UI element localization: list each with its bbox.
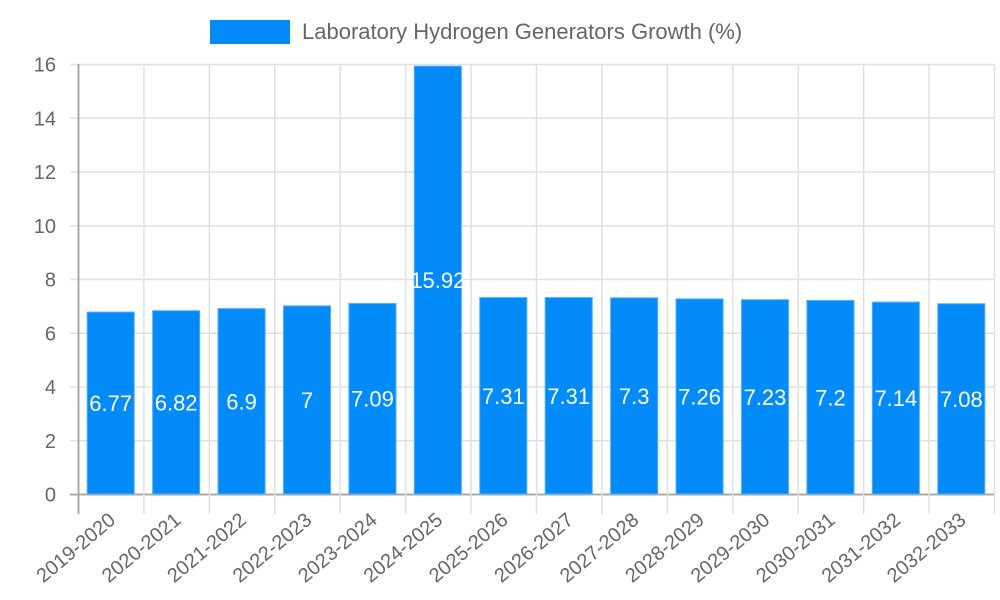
bar-value-label: 7.09 (351, 387, 394, 412)
data-labels: 6.77 6.82 6.9 7 7.09 15.92 7.31 7.31 7.3 7.26 7.23… (89, 268, 982, 416)
y-tick-label: 14 (34, 108, 56, 130)
y-tick-label: 4 (45, 377, 56, 399)
y-tick-label: 0 (45, 485, 56, 507)
bar[interactable] (806, 300, 855, 495)
bar[interactable] (152, 310, 201, 495)
y-tick-label: 10 (34, 216, 56, 238)
bar-value-label: 7.08 (940, 387, 983, 412)
bar-value-label: 6.9 (226, 389, 257, 414)
bar-value-label: 7.26 (678, 384, 721, 409)
bar-value-label: 7.23 (744, 385, 787, 410)
bar[interactable] (610, 297, 659, 495)
grid-lines (70, 63, 996, 514)
y-tick-label: 16 (34, 55, 56, 77)
bar[interactable] (86, 311, 135, 495)
chart-legend[interactable]: Laboratory Hydrogen Generators Growth (%… (210, 18, 742, 46)
y-tick-label: 8 (45, 270, 56, 292)
bars (86, 65, 986, 495)
bar-value-label: 7.2 (815, 385, 846, 410)
bar-value-label: 7.3 (619, 384, 650, 409)
bar-value-label: 15.92 (410, 268, 465, 293)
bar-value-label: 6.82 (155, 390, 198, 415)
y-tick-label: 12 (34, 162, 56, 184)
bar[interactable] (675, 298, 724, 495)
legend-swatch (210, 20, 290, 44)
bar[interactable] (740, 299, 790, 495)
bar-value-label: 7.14 (874, 386, 917, 411)
bar[interactable] (413, 65, 462, 495)
bar[interactable] (937, 303, 986, 495)
bar-value-label: 7 (301, 388, 313, 413)
bar[interactable] (479, 297, 528, 495)
y-tick-label: 6 (45, 323, 56, 345)
bar[interactable] (282, 305, 332, 495)
bar-value-label: 7.31 (482, 384, 525, 409)
bar[interactable] (217, 308, 266, 495)
bar[interactable] (348, 302, 397, 495)
bar-value-label: 6.77 (89, 391, 132, 416)
y-tick-label: 2 (45, 431, 56, 453)
bar[interactable] (544, 297, 593, 495)
legend-label: Laboratory Hydrogen Generators Growth (%… (302, 19, 743, 44)
bar-value-label: 7.31 (547, 384, 590, 409)
bar[interactable] (871, 301, 920, 495)
